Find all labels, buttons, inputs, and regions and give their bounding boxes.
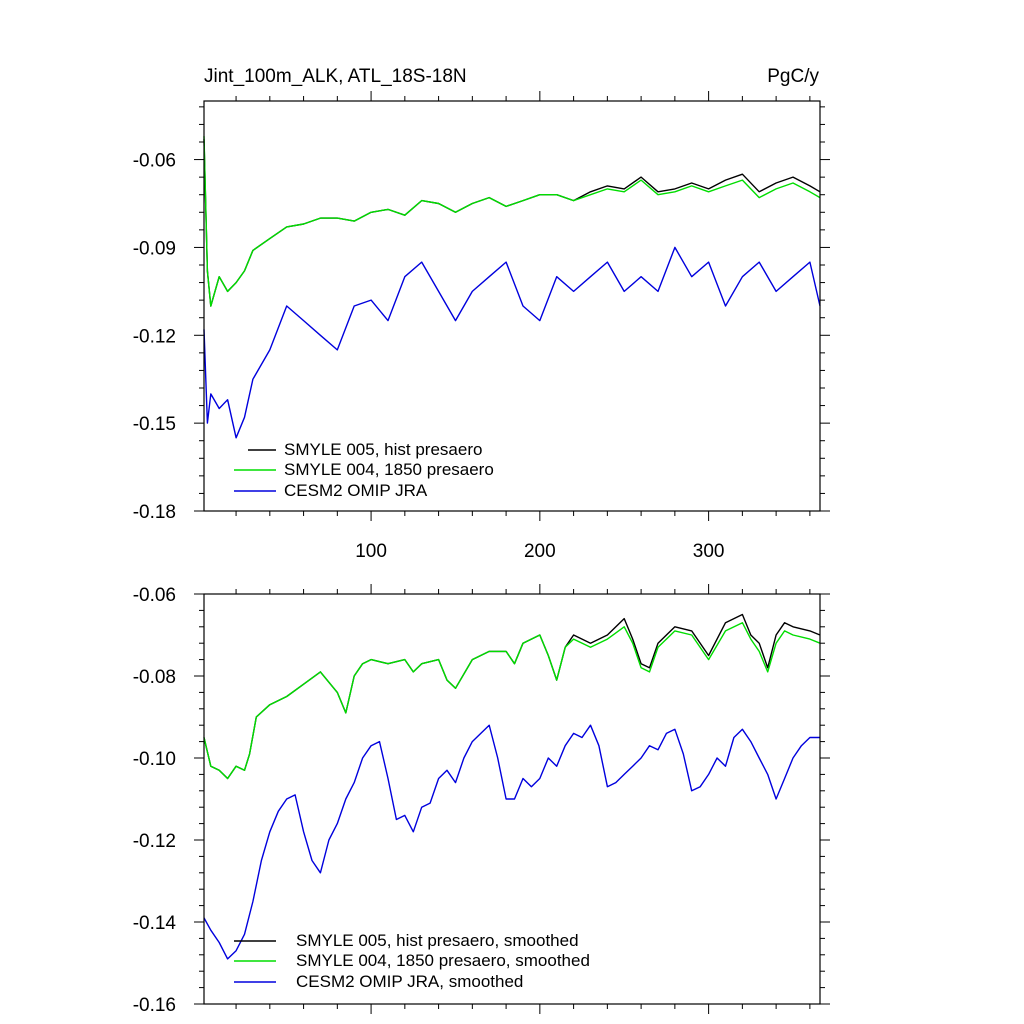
top-legend-label-2: SMYLE 004, 1850 presaero bbox=[284, 460, 494, 479]
top-legend: SMYLE 005, hist presaero SMYLE 004, 1850… bbox=[234, 440, 494, 500]
bottom-y-tick-label: -0.06 bbox=[133, 585, 176, 606]
bottom-legend-label-3: CESM2 OMIP JRA, smoothed bbox=[296, 972, 523, 991]
top-x-tick-label: 200 bbox=[524, 541, 556, 562]
top-y-tick-label: -0.12 bbox=[133, 326, 176, 347]
top-legend-label-3: CESM2 OMIP JRA bbox=[284, 481, 428, 500]
bottom-legend-label-2: SMYLE 004, 1850 presaero, smoothed bbox=[296, 951, 590, 970]
bottom-series-line-2 bbox=[203, 622, 821, 780]
bottom-series-lines bbox=[203, 613, 821, 960]
top-panel-units: PgC/y bbox=[767, 66, 819, 87]
bottom-panel: -0.16 -0.14 -0.12 -0.10 -0.08 -0.06 SMYLE 005… bbox=[133, 584, 830, 1016]
top-series-line-1 bbox=[203, 139, 821, 307]
bottom-y-tick-label: -0.14 bbox=[133, 913, 177, 934]
top-x-tick-label: 100 bbox=[355, 541, 387, 562]
top-panel-title: Jint_100m_ALK, ATL_18S-18N bbox=[204, 66, 467, 87]
top-series-line-2 bbox=[203, 136, 821, 307]
bottom-legend-label-1: SMYLE 005, hist presaero, smoothed bbox=[296, 931, 579, 950]
top-y-tick-label: -0.18 bbox=[133, 502, 176, 523]
top-x-tick-label: 300 bbox=[693, 541, 725, 562]
bottom-series-line-1 bbox=[203, 613, 821, 780]
top-y-tick-label: -0.06 bbox=[133, 151, 176, 172]
top-y-tick-label: -0.09 bbox=[133, 238, 176, 259]
bottom-y-tick-label: -0.08 bbox=[133, 667, 176, 688]
top-panel: Jint_100m_ALK, ATL_18S-18N PgC/y -0.18-0… bbox=[133, 66, 830, 562]
bottom-y-tick-label: -0.10 bbox=[133, 749, 176, 770]
bottom-plot-frame bbox=[203, 593, 821, 1005]
top-legend-label-1: SMYLE 005, hist presaero bbox=[284, 440, 482, 459]
bottom-y-tick-label: -0.16 bbox=[133, 995, 176, 1016]
top-plot-frame bbox=[203, 100, 821, 512]
top-series-line-3 bbox=[203, 246, 821, 439]
bottom-legend: SMYLE 005, hist presaero, smoothed SMYLE… bbox=[234, 931, 590, 991]
top-axes: -0.18 -0.15 -0.12 -0.09 -0.06 100 200 300 bbox=[133, 91, 830, 562]
top-y-tick-label: -0.15 bbox=[133, 414, 176, 435]
top-series-lines bbox=[203, 136, 821, 439]
bottom-axes: -0.16 -0.14 -0.12 -0.10 -0.08 -0.06 bbox=[133, 584, 830, 1016]
bottom-series-line-3 bbox=[203, 724, 820, 960]
bottom-y-tick-label: -0.12 bbox=[133, 831, 176, 852]
